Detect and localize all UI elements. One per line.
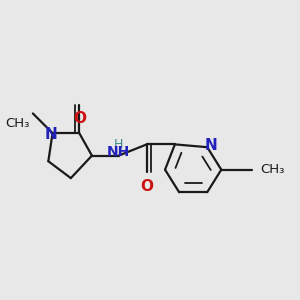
Text: O: O — [73, 111, 86, 126]
Text: CH₃: CH₃ — [5, 117, 29, 130]
Text: N: N — [45, 127, 58, 142]
Text: O: O — [140, 179, 153, 194]
Text: N: N — [204, 138, 217, 153]
Text: CH₃: CH₃ — [260, 163, 284, 176]
Text: NH: NH — [107, 145, 130, 159]
Text: H: H — [114, 138, 123, 152]
